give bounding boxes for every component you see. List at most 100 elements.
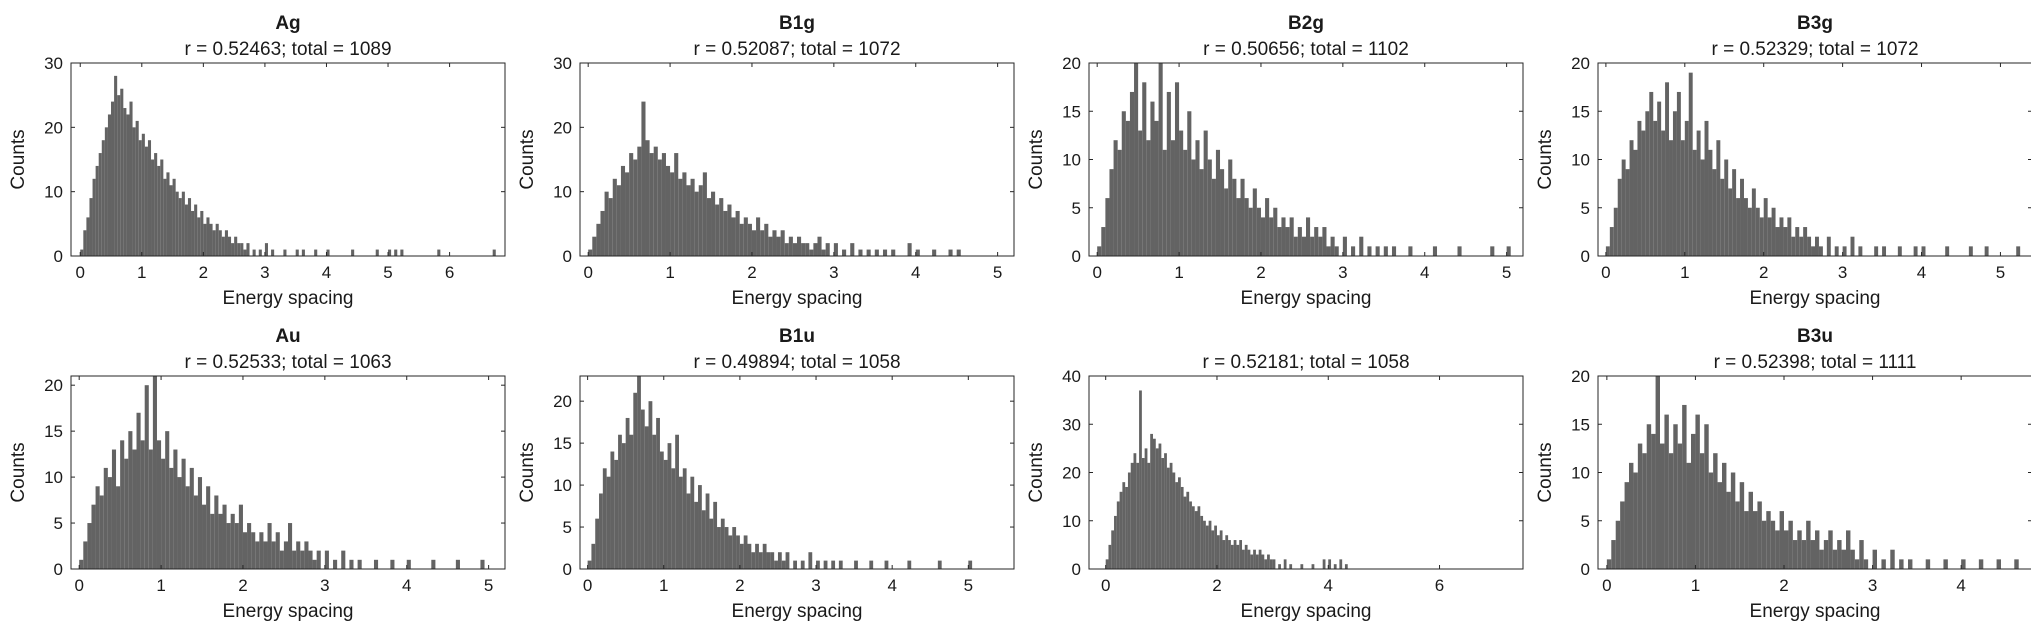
histogram-bar	[296, 541, 301, 569]
histogram-bar	[1109, 169, 1114, 256]
histogram-bar	[79, 559, 84, 569]
histogram-bar	[1216, 535, 1220, 569]
histogram-bar	[616, 185, 621, 256]
histogram-bars	[587, 376, 973, 569]
histogram-bar	[1744, 511, 1749, 569]
histogram-bar	[1146, 140, 1151, 256]
histogram-bar	[116, 486, 121, 569]
axes-box	[70, 375, 506, 570]
histogram-bar	[1945, 246, 1950, 256]
histogram-bar	[637, 146, 642, 256]
histogram-bar	[1818, 246, 1823, 256]
histogram-bar	[1784, 530, 1789, 569]
panel-subtitle: r = 0.52181; total = 1058	[1202, 352, 1409, 373]
histogram-bar	[797, 236, 802, 256]
histogram-bar	[1136, 462, 1140, 569]
histogram-bar	[1301, 236, 1306, 256]
histogram-bar	[271, 249, 275, 256]
histogram-bar	[120, 440, 125, 569]
histogram-bars	[80, 75, 496, 257]
histogram-bar	[230, 513, 235, 569]
histogram-bar	[1194, 511, 1198, 569]
histogram-bar	[1261, 554, 1265, 569]
y-tick-label: 0	[1581, 247, 1590, 266]
histogram-bar	[1333, 564, 1337, 569]
x-tick-label: 4	[1917, 263, 1926, 282]
histogram-bar	[1344, 564, 1348, 569]
histogram-bar	[1668, 453, 1674, 569]
histogram-bar	[809, 249, 814, 256]
histogram-bar	[1726, 491, 1731, 569]
histogram-bar	[316, 550, 321, 569]
histogram-bar	[1152, 438, 1156, 569]
y-tick-label: 0	[563, 560, 572, 579]
histogram-bar	[135, 120, 139, 257]
histogram-bar	[625, 417, 630, 569]
histogram-bar	[614, 459, 619, 569]
y-tick-label: 20	[553, 392, 572, 411]
histogram-bar	[283, 541, 288, 569]
x-tick-label: 2	[1759, 263, 1768, 282]
panel-title: B3u	[1797, 326, 1833, 347]
histogram-bar	[169, 185, 173, 256]
histogram-bar	[1133, 453, 1137, 569]
histogram-bar	[267, 523, 272, 569]
histogram-bar	[1874, 246, 1879, 256]
y-tick-label: 5	[54, 514, 63, 533]
histogram-bar	[743, 535, 748, 569]
histogram-bar	[1169, 462, 1173, 569]
histogram-bar	[1713, 453, 1718, 569]
histogram-bar	[1144, 448, 1148, 569]
histogram-bar	[1310, 236, 1315, 256]
histogram-bar	[641, 101, 646, 256]
y-axis-label: Counts	[517, 442, 538, 502]
histogram-bar	[694, 191, 699, 256]
histogram-bar	[645, 140, 650, 256]
x-tick-label: 4	[1324, 576, 1333, 595]
y-tick-label: 10	[1062, 151, 1081, 170]
histogram-bar	[218, 513, 223, 569]
histogram-bar	[156, 440, 162, 569]
histogram-bar	[128, 431, 133, 569]
x-tick-label: 4	[911, 263, 920, 282]
histogram-bar	[1205, 525, 1209, 569]
histogram-bar	[907, 243, 912, 256]
histogram-bar	[1158, 443, 1162, 569]
histogram-bar	[1117, 149, 1122, 256]
histogram-bar	[833, 243, 838, 256]
histogram-bar	[218, 230, 222, 256]
histogram-bar	[437, 249, 441, 256]
histogram-bar	[1655, 376, 1660, 569]
histogram-bar	[709, 518, 714, 569]
histogram-bar	[1700, 159, 1705, 256]
histogram-bar	[874, 249, 879, 256]
histogram-bar	[1771, 207, 1776, 256]
histogram-bar	[801, 243, 806, 256]
histogram-bar	[731, 217, 736, 256]
x-tick-label: 6	[1435, 576, 1444, 595]
histogram-bar	[661, 153, 666, 256]
histogram-bar	[163, 178, 167, 256]
histogram-bar	[1125, 486, 1128, 569]
histogram-bar	[1661, 130, 1666, 256]
histogram-bar	[95, 165, 99, 256]
histogram-bar	[1921, 246, 1926, 256]
histogram-bar	[255, 541, 260, 569]
histogram-bar	[1334, 246, 1339, 256]
histogram-bar	[1841, 549, 1846, 569]
histogram-bar	[326, 249, 330, 256]
histogram-bar	[764, 223, 769, 256]
histogram-panel: r = 0.52181; total = 1058 0 2 4 6 0 10 20 30 40 En…	[1026, 352, 1524, 622]
histogram-bar	[1968, 246, 1973, 256]
histogram-bar	[1755, 207, 1760, 256]
histogram-bar	[288, 523, 293, 569]
histogram-bar	[770, 552, 775, 569]
y-tick-label: 40	[1062, 367, 1081, 386]
histogram-bar	[907, 560, 912, 569]
histogram-bar	[1322, 559, 1326, 569]
histogram-bar	[1186, 491, 1190, 569]
histogram-bar	[915, 249, 920, 256]
y-tick-label: 0	[1581, 560, 1590, 579]
histogram-bar	[1645, 111, 1650, 256]
histogram-bar	[1125, 120, 1130, 257]
